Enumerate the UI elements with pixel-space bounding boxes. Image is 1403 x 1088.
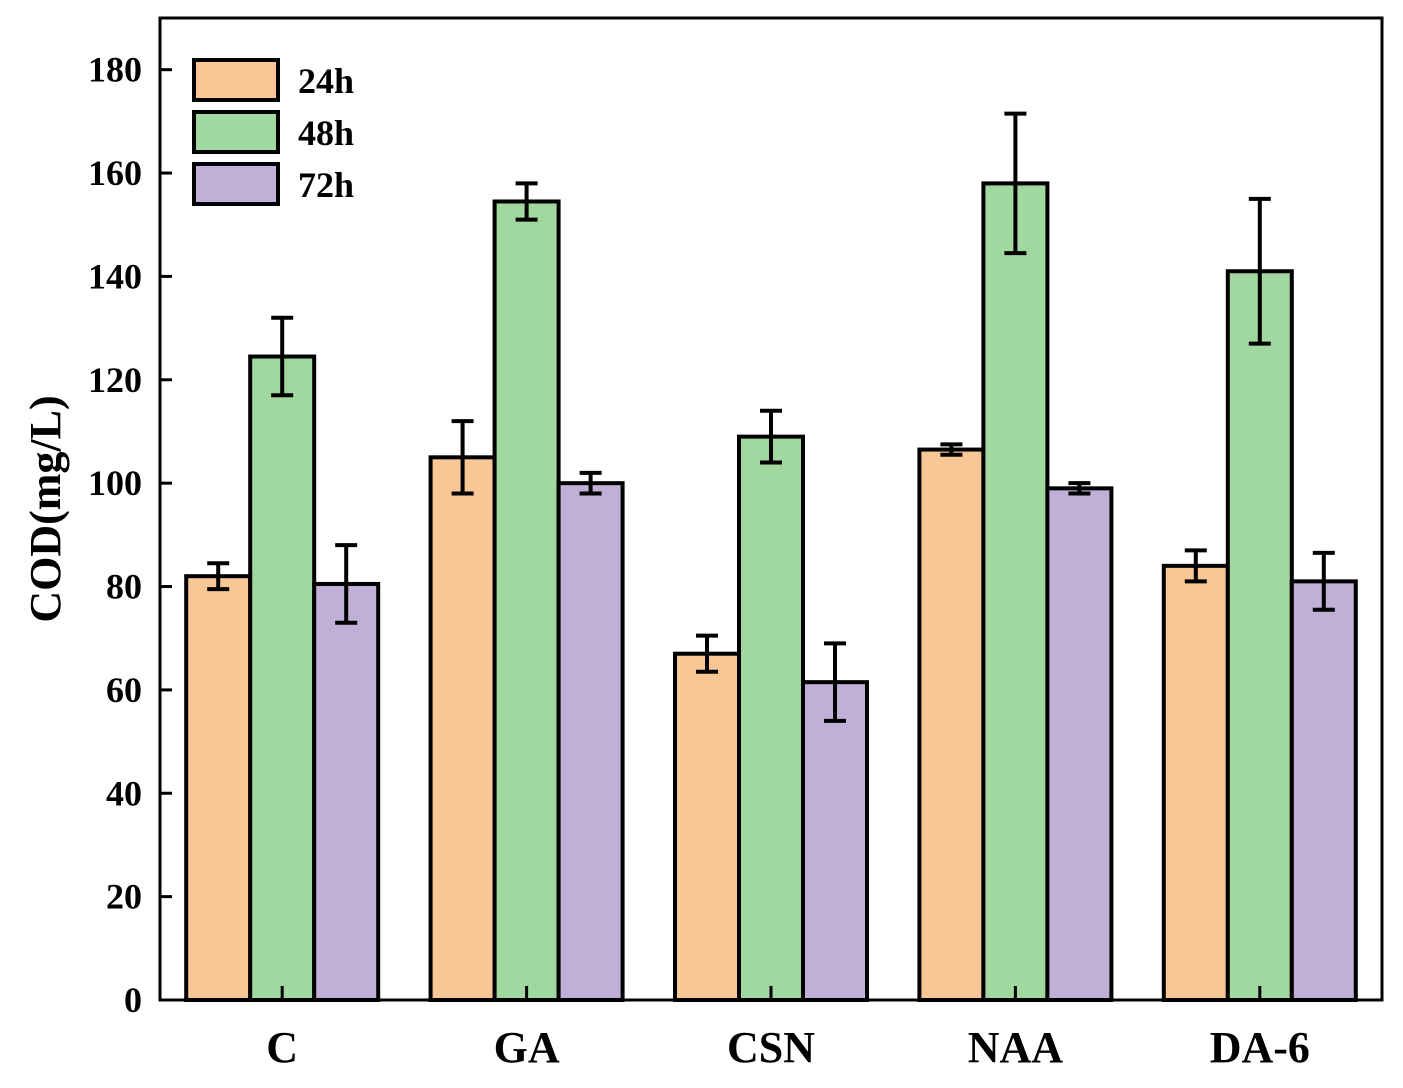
legend-item-24h: 24h bbox=[192, 58, 354, 102]
y-tick-label: 20 bbox=[106, 877, 142, 917]
legend-label-24h: 24h bbox=[298, 61, 354, 101]
x-tick-label-csn: CSN bbox=[727, 1023, 815, 1072]
legend: 24h 48h 72h bbox=[192, 58, 354, 206]
y-tick-label: 80 bbox=[106, 567, 142, 607]
bar-group-da-6 bbox=[1161, 196, 1358, 1003]
legend-swatch-48h bbox=[192, 110, 280, 154]
legend-item-72h: 72h bbox=[192, 162, 354, 206]
bar-group-ga bbox=[428, 181, 625, 1002]
y-axis: 0 20 40 60 80 100 120 140 160 180 bbox=[88, 50, 172, 1020]
bar-group-naa bbox=[917, 111, 1114, 1003]
x-tick-label-da-6: DA-6 bbox=[1210, 1023, 1310, 1072]
bar-c-48h bbox=[248, 354, 317, 1003]
plot-area bbox=[184, 111, 1358, 1003]
bar-ga-24h bbox=[428, 455, 497, 1002]
y-tick-label: 120 bbox=[88, 360, 142, 400]
bar-da-6-48h bbox=[1225, 269, 1294, 1002]
bar-naa-72h bbox=[1045, 486, 1114, 1002]
bar-c-72h bbox=[312, 581, 381, 1002]
bar-naa-24h bbox=[917, 447, 986, 1002]
bar-da-6-72h bbox=[1289, 579, 1358, 1003]
bar-c-24h bbox=[184, 574, 253, 1002]
bar-csn-72h bbox=[801, 680, 869, 1002]
y-tick-label: 140 bbox=[88, 256, 142, 296]
x-tick-label-ga: GA bbox=[494, 1023, 560, 1072]
x-tick-label-c: C bbox=[266, 1023, 298, 1072]
legend-label-48h: 48h bbox=[298, 113, 354, 153]
y-tick-label: 100 bbox=[88, 463, 142, 503]
y-tick-label: 180 bbox=[88, 50, 142, 90]
bar-da-6-24h bbox=[1161, 563, 1230, 1003]
x-axis: C GA CSN NAA DA-6 bbox=[266, 986, 1310, 1072]
legend-swatch-72h bbox=[192, 162, 280, 206]
x-tick-label-naa: NAA bbox=[968, 1023, 1064, 1072]
y-tick-label: 60 bbox=[106, 670, 142, 710]
y-tick-label: 0 bbox=[124, 980, 142, 1020]
bar-ga-48h bbox=[492, 199, 561, 1002]
y-axis-title: COD(mg/L) bbox=[21, 395, 70, 622]
bar-group-csn bbox=[673, 408, 869, 1003]
y-tick-label: 160 bbox=[88, 153, 142, 193]
bar-group-c bbox=[184, 315, 381, 1003]
legend-label-72h: 72h bbox=[298, 165, 354, 205]
bar-ga-72h bbox=[556, 481, 625, 1002]
bar-naa-48h bbox=[981, 181, 1050, 1003]
bar-csn-48h bbox=[737, 434, 805, 1003]
legend-item-48h: 48h bbox=[192, 110, 354, 154]
y-tick-label: 40 bbox=[106, 773, 142, 813]
bar-csn-24h bbox=[673, 651, 741, 1002]
legend-swatch-24h bbox=[192, 58, 280, 102]
